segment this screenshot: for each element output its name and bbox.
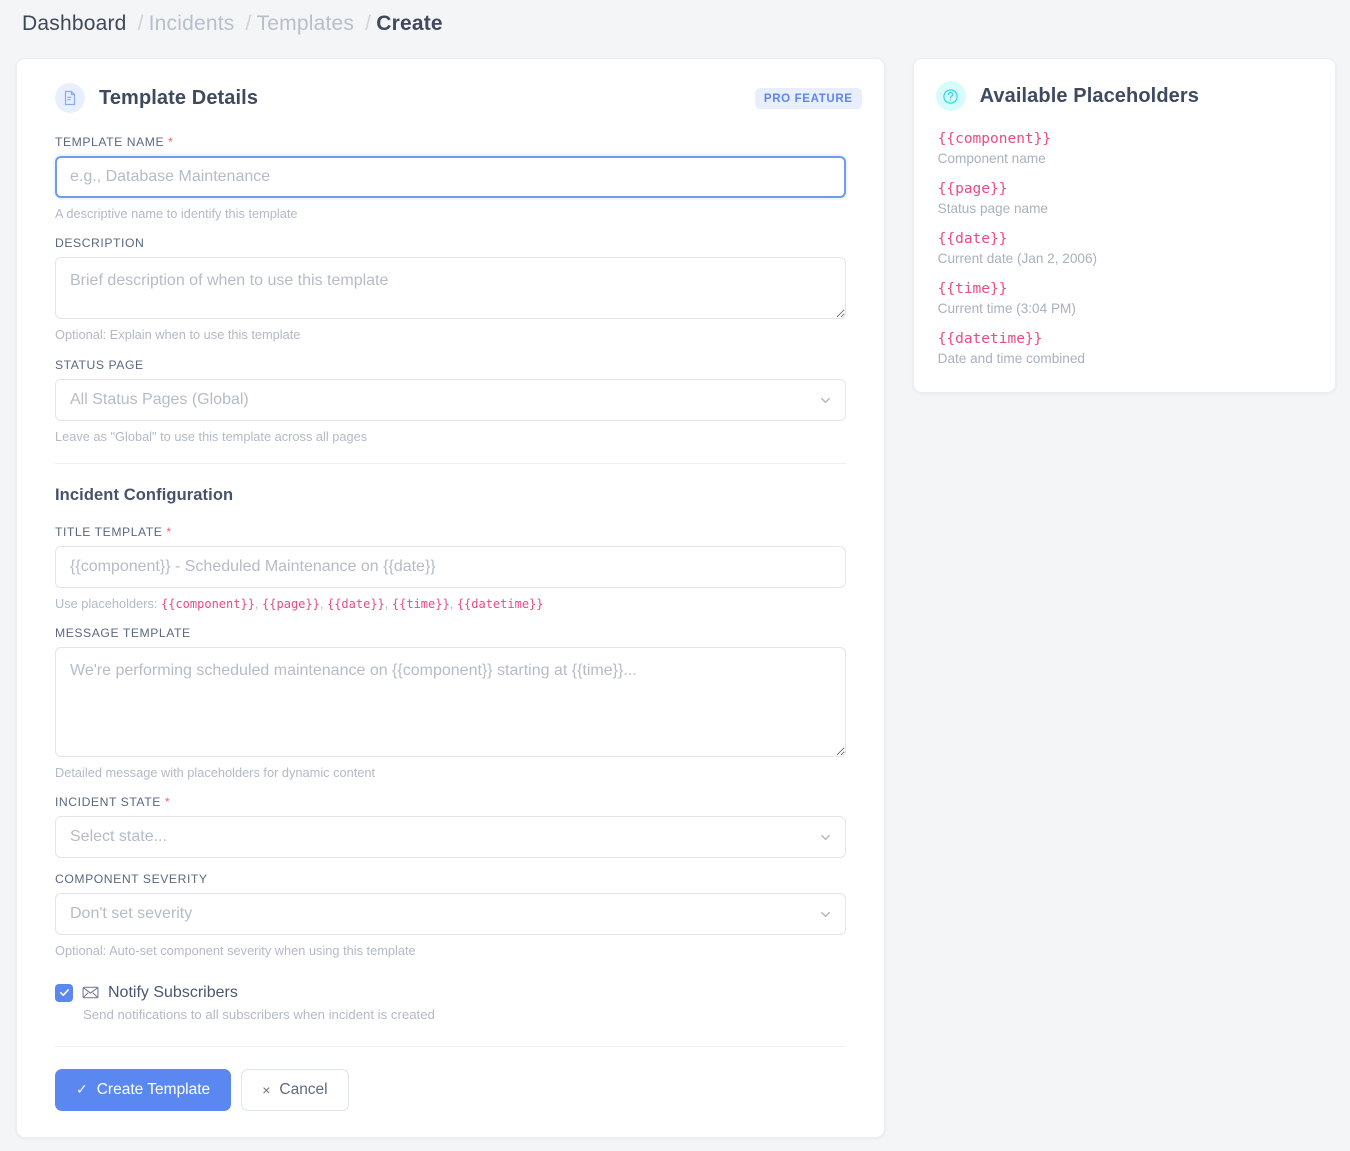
pro-feature-badge: PRO FEATURE	[754, 87, 862, 109]
description-textarea[interactable]	[55, 257, 846, 320]
label-template-name: TEMPLATE NAME *	[55, 135, 174, 149]
breadcrumb-separator: /	[137, 12, 144, 35]
side-card-title: Available Placeholders	[979, 84, 1199, 107]
breadcrumb: Dashboard / Incidents / Templates / Create	[0, 0, 1350, 36]
placeholder-chip-component: {{component}}	[161, 596, 255, 611]
label-description: DESCRIPTION	[55, 236, 145, 251]
hint-status-page: Leave as "Global" to use this template a…	[55, 428, 368, 444]
section-divider	[55, 462, 846, 464]
hint-component-severity: Optional: Auto-set component severity wh…	[55, 943, 416, 959]
placeholder-chip-datetime: {{datetime}}	[456, 596, 544, 611]
breadcrumb-separator: /	[245, 12, 252, 35]
incident-state-select-value[interactable]: Select state...	[55, 816, 846, 859]
placeholder-code: {{component}}	[937, 131, 1052, 147]
breadcrumb-item-dashboard[interactable]: Dashboard	[22, 12, 127, 35]
status-page-select[interactable]: All Status Pages (Global)	[55, 378, 846, 421]
placeholder-description: Component name	[937, 151, 1046, 166]
page-content: Template Details PRO FEATURE TEMPLATE NA…	[0, 36, 1350, 1138]
list-item: {{page}} Status page name	[938, 181, 1311, 218]
status-page-select-value[interactable]: All Status Pages (Global)	[55, 378, 846, 421]
breadcrumb-item-templates[interactable]: Templates	[256, 12, 355, 35]
label-title-template: TITLE TEMPLATE *	[55, 524, 172, 539]
create-template-button[interactable]: ✓ Create Template	[55, 1068, 232, 1111]
placeholders-list: {{component}} Component name {{page}} St…	[936, 131, 1313, 368]
notify-subscribers-label: Notify Subscribers	[108, 983, 238, 1001]
notify-subscribers-checkbox[interactable]	[55, 983, 73, 1002]
template-details-card: Template Details PRO FEATURE TEMPLATE NA…	[16, 58, 885, 1138]
field-incident-state: INCIDENT STATE * Select state...	[39, 795, 862, 859]
component-severity-select-value[interactable]: Don't set severity	[55, 893, 846, 936]
placeholder-chip-time: {{time}}	[391, 596, 450, 611]
list-item: {{time}} Current time (3:04 PM)	[938, 281, 1311, 318]
list-item: {{date}} Current date (Jan 2, 2006)	[938, 231, 1311, 268]
field-status-page: STATUS PAGE All Status Pages (Global) Le…	[39, 358, 862, 445]
cancel-button[interactable]: × Cancel	[241, 1068, 349, 1111]
incident-state-select[interactable]: Select state...	[55, 816, 846, 859]
notify-subscribers-row[interactable]: Notify Subscribers	[39, 974, 862, 1002]
breadcrumb-separator: /	[365, 12, 372, 35]
breadcrumb-current: Create	[376, 12, 443, 35]
hint-title-template: Use placeholders: {{component}}, {{page}…	[55, 595, 544, 611]
field-description: DESCRIPTION Optional: Explain when to us…	[39, 236, 862, 343]
placeholder-code: {{time}}	[937, 281, 1008, 297]
title-template-input[interactable]	[55, 545, 846, 588]
field-title-template: TITLE TEMPLATE * Use placeholders: {{com…	[39, 525, 862, 612]
placeholder-chip-page: {{page}}	[262, 596, 320, 611]
component-severity-selected-text: Don't set severity	[70, 905, 193, 923]
card-header: Template Details PRO FEATURE	[39, 81, 862, 135]
envelope-icon	[82, 986, 99, 999]
placeholder-description: Current time (3:04 PM)	[937, 301, 1076, 316]
placeholder-code: {{datetime}}	[937, 331, 1043, 347]
close-icon: ×	[262, 1081, 271, 1098]
breadcrumb-item-incidents[interactable]: Incidents	[148, 12, 235, 35]
section-title-incident-configuration: Incident Configuration	[55, 485, 234, 504]
template-name-input[interactable]	[55, 156, 846, 198]
placeholder-chip-date: {{date}}	[326, 596, 385, 611]
incident-state-selected-text: Select state...	[70, 828, 167, 846]
form-actions: ✓ Create Template × Cancel	[39, 1047, 862, 1111]
cancel-label: Cancel	[279, 1080, 328, 1098]
message-template-textarea[interactable]	[55, 647, 846, 758]
placeholder-code: {{page}}	[937, 181, 1008, 197]
label-status-page: STATUS PAGE	[55, 357, 144, 372]
field-component-severity: COMPONENT SEVERITY Don't set severity Op…	[39, 872, 862, 959]
status-page-selected-text: All Status Pages (Global)	[70, 390, 249, 408]
required-marker: *	[164, 795, 171, 810]
placeholder-description: Date and time combined	[937, 351, 1085, 366]
list-item: {{datetime}} Date and time combined	[938, 331, 1311, 368]
field-template-name: TEMPLATE NAME * A descriptive name to id…	[39, 135, 862, 222]
notify-subscribers-description: Send notifications to all subscribers wh…	[83, 1006, 435, 1022]
field-message-template: MESSAGE TEMPLATE Detailed message with p…	[39, 626, 862, 781]
actions-divider	[55, 1045, 846, 1047]
hint-description: Optional: Explain when to use this templ…	[55, 327, 301, 343]
label-component-severity: COMPONENT SEVERITY	[55, 872, 208, 887]
side-card-header: Available Placeholders	[935, 79, 1313, 131]
placeholder-description: Status page name	[937, 201, 1048, 216]
page-title: Template Details	[99, 86, 259, 109]
create-template-label: Create Template	[96, 1080, 211, 1098]
component-severity-select[interactable]: Don't set severity	[55, 893, 846, 936]
required-marker: *	[166, 524, 172, 539]
required-marker: *	[168, 135, 174, 149]
placeholder-description: Current date (Jan 2, 2006)	[937, 251, 1098, 266]
hint-message-template: Detailed message with placeholders for d…	[55, 765, 376, 781]
question-circle-icon	[935, 81, 966, 111]
check-icon: ✓	[76, 1081, 88, 1098]
label-message-template: MESSAGE TEMPLATE	[55, 626, 191, 641]
available-placeholders-card: Available Placeholders {{component}} Com…	[912, 58, 1336, 393]
list-item: {{component}} Component name	[938, 131, 1311, 168]
document-icon	[55, 83, 85, 113]
placeholder-code: {{date}}	[937, 231, 1008, 247]
hint-prefix: Use placeholders:	[55, 595, 161, 611]
hint-template-name: A descriptive name to identify this temp…	[55, 206, 298, 221]
label-incident-state: INCIDENT STATE *	[55, 795, 171, 810]
